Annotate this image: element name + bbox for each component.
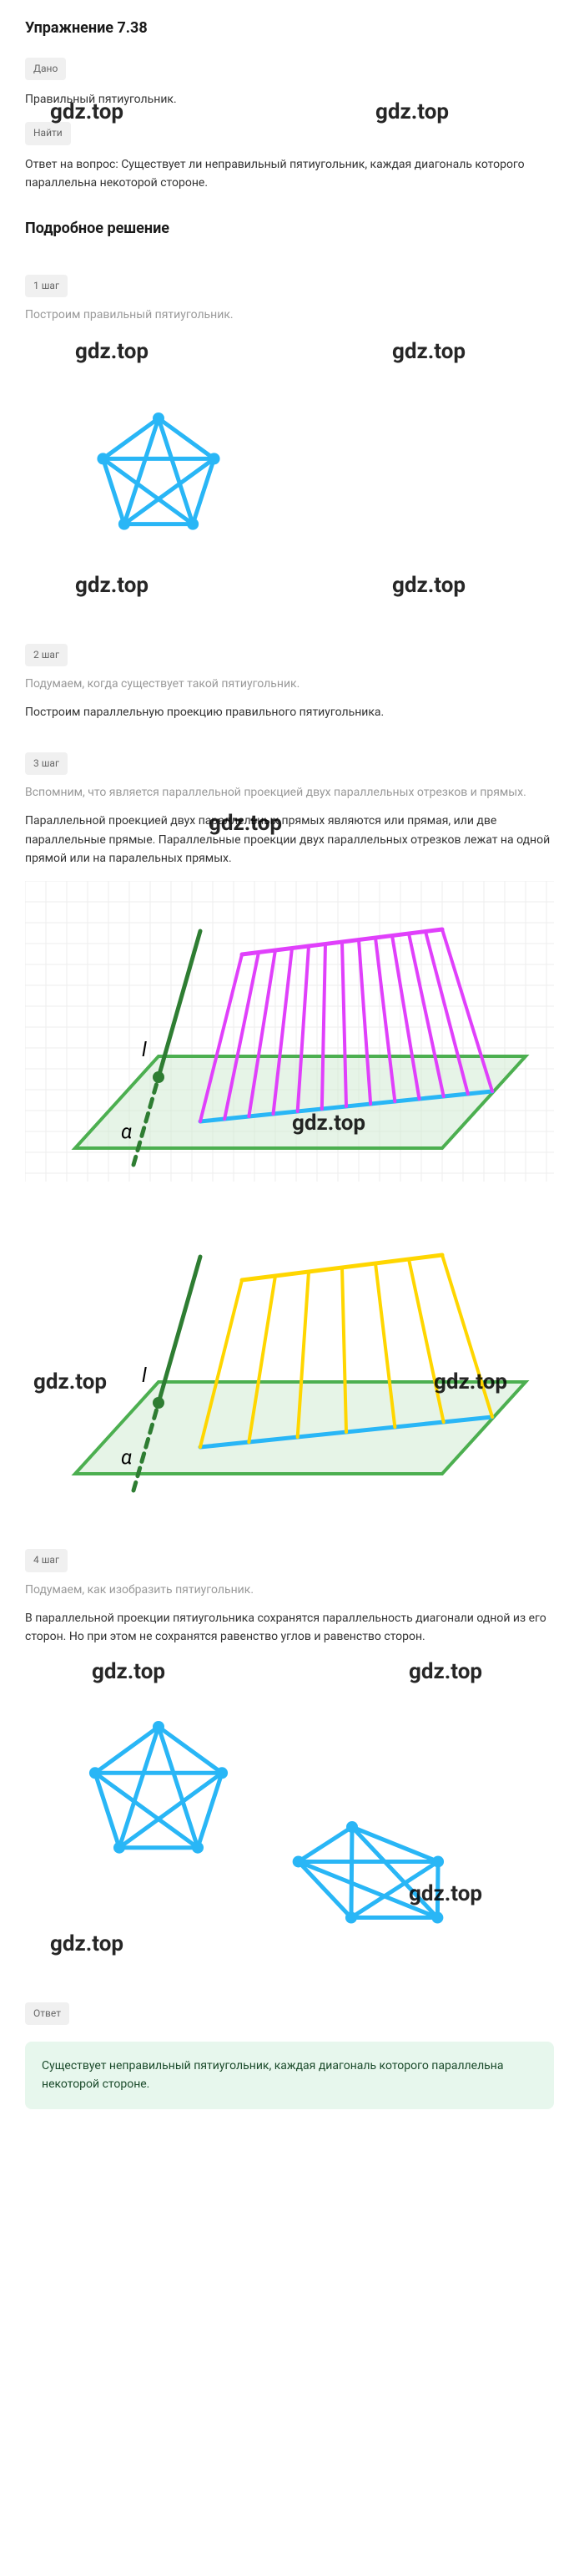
projection-figure-2: lα xyxy=(25,1207,554,1507)
given-text: Правильный пятиугольник. xyxy=(25,90,554,109)
svg-text:α: α xyxy=(121,1445,132,1469)
step-hint: Подумаем, когда существует такой пятиуго… xyxy=(25,675,554,693)
exercise-title: Упражнение 7.38 xyxy=(25,17,554,41)
pentagon-figure xyxy=(25,335,554,602)
step-badge: 2 шаг xyxy=(25,644,68,666)
step-text: Построим параллельную проекцию правильно… xyxy=(25,703,554,721)
find-badge: Найти xyxy=(25,122,71,144)
solution-title: Подробное решение xyxy=(25,217,554,241)
projection-figure-1: lα xyxy=(25,881,554,1182)
svg-text:α: α xyxy=(121,1120,132,1143)
answer-badge: Ответ xyxy=(25,2002,69,2025)
find-text: Ответ на вопрос: Существует ли неправиль… xyxy=(25,155,554,193)
answer-box: Существует неправильный пятиугольник, ка… xyxy=(25,2042,554,2109)
step-text: В параллельной проекции пятиугольника со… xyxy=(25,1609,554,1647)
step-badge: 1 шаг xyxy=(25,275,68,297)
given-badge: Дано xyxy=(25,58,66,80)
svg-text:l: l xyxy=(142,1364,147,1387)
two-pentagons-figure xyxy=(25,1660,554,1961)
step-hint: Вспомним, что является параллельной прое… xyxy=(25,783,554,802)
step-badge: 3 шаг xyxy=(25,752,68,775)
step-text: Параллельной проекцией двух параллельных… xyxy=(25,812,554,868)
step-hint: Построим правильный пятиугольник. xyxy=(25,306,554,324)
svg-text:l: l xyxy=(142,1038,147,1061)
step-hint: Подумаем, как изобразить пятиугольник. xyxy=(25,1581,554,1599)
step-badge: 4 шаг xyxy=(25,1549,68,1571)
